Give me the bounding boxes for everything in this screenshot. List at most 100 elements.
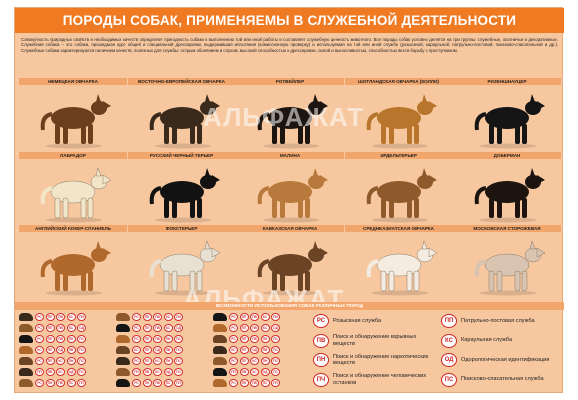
usage-badge: ПС: [163, 379, 173, 387]
usage-badge: КС: [250, 368, 259, 376]
mini-dog-icon: [116, 379, 130, 387]
usage-badge: РС: [229, 335, 238, 343]
usage-badge: ПП: [142, 346, 152, 354]
mini-dog-icon: [19, 335, 33, 343]
dog-illustration: [149, 240, 221, 296]
breed-name: МОСКОВСКАЯ СТОРОЖЕВАЯ: [453, 225, 561, 232]
breed-name: РИЗЕНШНАУЦЕР: [453, 78, 561, 85]
dog-illustration: [257, 94, 328, 149]
breed-name: ВОСТОЧНО-ЕВРОПЕЙСКАЯ ОВЧАРКА: [127, 78, 236, 85]
mini-dog-icon: [116, 313, 130, 321]
legend-item: ПС Поисково-спасательная служба: [441, 371, 565, 389]
usage-badge: ПП: [239, 313, 249, 321]
usage-badge: ОД: [77, 324, 86, 332]
usage-row: РС ПН ПВ ПС ПП РС ПН ПВ ПС ПП РС ПН ПВ ПС ПП: [19, 378, 309, 388]
usage-badge: ПВ: [56, 379, 65, 387]
breed-card: ЛАБРАДОР: [19, 151, 127, 224]
legend-item: ПП Патрульно-постовая служба: [441, 312, 565, 330]
mini-dog-icon: [213, 313, 227, 321]
watermark: АЛЬФАЖАТ: [183, 284, 345, 314]
usage-badge: ОД: [260, 368, 270, 376]
usage-badge: ОД: [56, 346, 65, 354]
usage-badge: ПП: [239, 357, 249, 365]
usage-badge: РС: [132, 379, 141, 387]
usage-badge: ПС: [174, 368, 183, 376]
mini-dog-icon: [116, 346, 130, 354]
usage-badge: ОД: [271, 324, 280, 332]
usage-badge: ПП: [77, 379, 86, 387]
mini-dog-icon: [19, 368, 33, 376]
title-bar: ПОРОДЫ СОБАК, ПРИМЕНЯЕМЫ В СЛУЖЕБНОЙ ДЕЯ…: [15, 8, 564, 33]
usage-badge: ПП: [239, 335, 249, 343]
usage-row: РС ПП ПВ ПН ПС РС ПП ПВ ПН ПС РС ПП ПВ ПН ПС: [19, 334, 309, 344]
usage-badge: КС: [66, 324, 76, 332]
mini-dog-icon: [213, 357, 227, 365]
usage-badge: РС: [35, 313, 44, 321]
usage-badge: КС: [66, 313, 76, 321]
dog-illustration: [257, 167, 328, 222]
usage-row: РС ПП ПВ КС ПН РС ПП ПВ КС ПН РС ПП ПВ КС ПН: [19, 312, 309, 322]
usage-badge: ПС: [77, 357, 86, 365]
usage-badge: ПС: [260, 379, 270, 387]
breed-name: РУССКИЙ ЧЕРНЫЙ ТЕРЬЕР: [127, 151, 236, 159]
legend-label: Розыскная служба: [333, 317, 382, 324]
usage-badge: ПП: [239, 324, 249, 332]
legend-label: Поиск и обнаружение взрывных веществ: [333, 334, 417, 347]
usage-row: РС ПП ПВ КС ОД РС ПП ПВ КС ОД РС ПП ПВ КС ОД: [19, 323, 309, 333]
usage-badge: КС: [229, 346, 238, 354]
usage-badge: РС: [132, 357, 141, 365]
breed-name: НЕМЕЦКАЯ ОВЧАРКА: [19, 78, 127, 85]
usage-badge: ОД: [163, 368, 173, 376]
poster: ПОРОДЫ СОБАК, ПРИМЕНЯЕМЫ В СЛУЖЕБНОЙ ДЕЯ…: [14, 7, 565, 393]
legend-item: ПЧ Поиск и обнаружение человеческих остан…: [313, 371, 437, 389]
usage-badge: ПС: [271, 368, 280, 376]
breed-card: МАЛИНА: [236, 151, 344, 224]
usage-badge: КС: [163, 324, 173, 332]
legend-badge: ПП: [441, 314, 457, 328]
intro-text: Совокупность природных свойств и необход…: [21, 37, 558, 53]
usage-badge: ПП: [132, 368, 141, 376]
usage-row: КС ПП ОД ПВ ПС КС ПП ОД ПВ ПС КС ПП ОД ПВ ПС: [19, 345, 309, 355]
breed-card: РОТВЕЙЛЕР: [236, 78, 344, 150]
usage-badge: ПН: [163, 357, 173, 365]
usage-badge: ПС: [174, 335, 183, 343]
usage-badge: КС: [132, 346, 141, 354]
dog-illustration: [40, 94, 111, 149]
mini-dog-icon: [19, 379, 33, 387]
usage-badge: ПС: [174, 346, 183, 354]
breed-card: АНГЛИЙСКИЙ КОКЕР-СПАНИЕЛЬ: [19, 225, 127, 297]
legend-badge: ПВ: [313, 333, 329, 348]
usage-badge: ПН: [142, 379, 152, 387]
usage-badge: ПВ: [153, 324, 162, 332]
usage-badge: РС: [35, 324, 44, 332]
usage-badge: ПП: [45, 357, 55, 365]
mini-dog-icon: [19, 346, 33, 354]
usage-badge: РС: [229, 379, 238, 387]
usage-badge: ОД: [174, 324, 183, 332]
usage-badge: ПС: [66, 379, 76, 387]
usage-badge: ПП: [142, 357, 152, 365]
usage-badge: КС: [153, 357, 162, 365]
usage-title: ВОЗМОЖНОСТИ ИСПОЛЬЗОВАНИЯ СОБАК РАЗЛИЧНЫ…: [15, 302, 564, 310]
breed-card: ФОКСТЕРЬЕР: [127, 225, 236, 297]
usage-badge: ПС: [77, 346, 86, 354]
dog-illustration: [149, 94, 220, 149]
usage-badge: ПВ: [250, 313, 259, 321]
usage-badge: КС: [250, 357, 259, 365]
usage-badge: ОД: [66, 368, 76, 376]
usage-row: ПП ПВ КС ОД ПС ПП ПВ КС ОД ПС ПП ПВ КС ОД ПС: [19, 367, 309, 377]
mini-dog-icon: [19, 357, 33, 365]
breed-card: ВОСТОЧНО-ЕВРОПЕЙСКАЯ ОВЧАРКА: [127, 78, 236, 150]
usage-badge: ПП: [142, 313, 152, 321]
mini-dog-icon: [19, 313, 33, 321]
usage-badge: ПП: [35, 368, 44, 376]
breed-name: МАЛИНА: [236, 151, 344, 159]
breed-card: ШОТЛАНДСКАЯ ОВЧАРКА (КОЛЛИ): [344, 78, 453, 150]
usage-badge: ПВ: [250, 379, 259, 387]
mini-dog-icon: [213, 335, 227, 343]
usage-badge: ПН: [239, 379, 249, 387]
dog-illustration: [366, 94, 437, 149]
dog-illustration: [40, 241, 111, 296]
usage-badge: ПВ: [239, 368, 249, 376]
mini-dog-icon: [213, 368, 227, 376]
